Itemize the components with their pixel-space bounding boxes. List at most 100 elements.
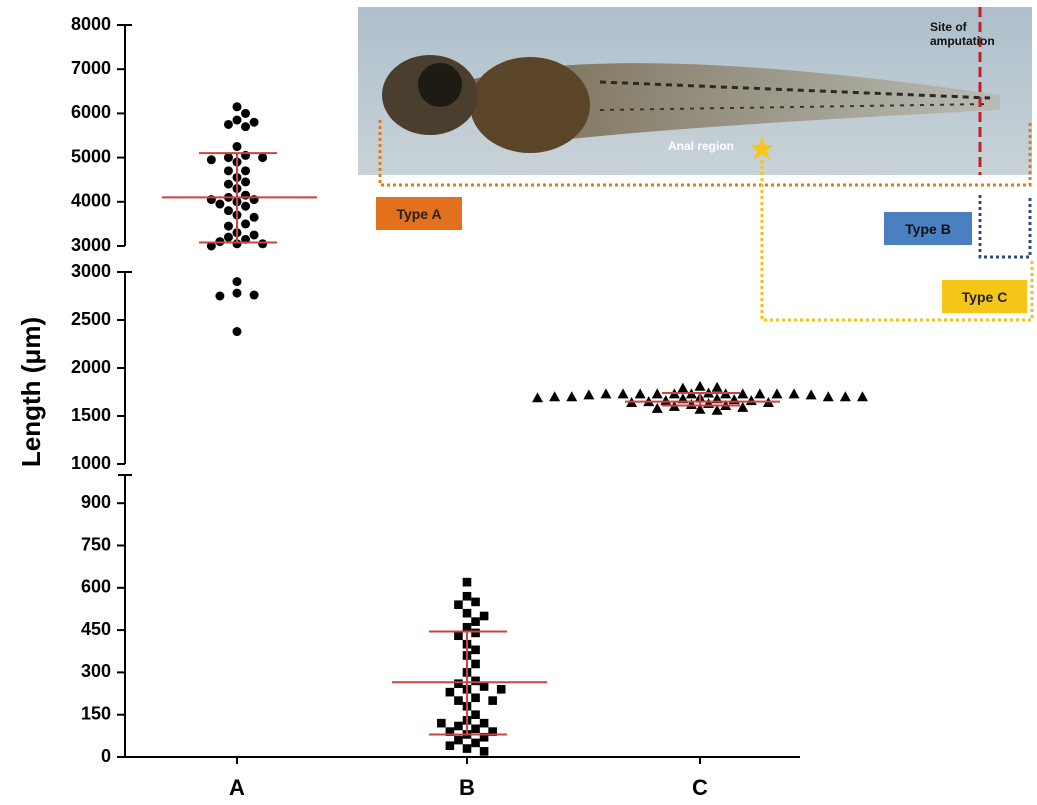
data-point bbox=[454, 696, 463, 705]
data-point bbox=[223, 206, 233, 216]
data-point bbox=[685, 398, 697, 409]
data-point bbox=[437, 718, 446, 728]
data-point bbox=[488, 727, 497, 736]
inset-image bbox=[358, 7, 1032, 175]
data-point bbox=[479, 718, 489, 728]
data-point bbox=[754, 388, 766, 399]
type-a-label: Type A bbox=[376, 197, 462, 230]
data-point bbox=[223, 179, 233, 189]
data-point bbox=[532, 392, 544, 403]
data-point bbox=[583, 389, 595, 400]
data-point bbox=[462, 591, 472, 601]
data-point bbox=[241, 122, 251, 132]
y-tick-label: 1500 bbox=[71, 405, 111, 425]
data-point bbox=[471, 617, 480, 626]
y-tick-label: 150 bbox=[81, 703, 111, 723]
data-point bbox=[711, 404, 723, 415]
x-tick-label: B bbox=[459, 775, 475, 800]
data-point bbox=[454, 721, 463, 731]
data-point bbox=[454, 735, 463, 745]
y-tick-label: 900 bbox=[81, 492, 111, 512]
data-point bbox=[805, 389, 817, 400]
data-point bbox=[232, 142, 242, 152]
data-point bbox=[728, 394, 740, 405]
data-point bbox=[215, 199, 225, 209]
type-b-label: Type B bbox=[884, 212, 972, 245]
site-label: Site of amputation bbox=[930, 20, 995, 48]
data-point bbox=[223, 119, 233, 129]
data-point bbox=[223, 166, 233, 176]
data-point bbox=[445, 741, 455, 751]
y-tick-label: 5000 bbox=[71, 146, 111, 166]
data-point bbox=[462, 608, 472, 618]
inset-brackets bbox=[378, 120, 1034, 322]
data-point bbox=[241, 201, 251, 211]
data-point bbox=[223, 221, 233, 231]
data-point bbox=[471, 659, 480, 669]
data-point bbox=[232, 102, 242, 112]
x-tick-label: C bbox=[692, 775, 708, 800]
data-point bbox=[241, 108, 251, 118]
y-tick-label: 2000 bbox=[71, 357, 111, 377]
data-point bbox=[258, 239, 268, 249]
data-point bbox=[249, 117, 259, 127]
data-point bbox=[249, 212, 259, 222]
data-point bbox=[617, 388, 629, 399]
y-tick-label: 7000 bbox=[71, 58, 111, 78]
data-point bbox=[471, 738, 480, 748]
data-point bbox=[471, 710, 480, 719]
data-point bbox=[241, 166, 251, 176]
data-point bbox=[651, 402, 663, 413]
data-point bbox=[241, 219, 251, 229]
data-point bbox=[249, 290, 259, 300]
y-tick-label: 0 bbox=[101, 746, 111, 766]
data-point bbox=[471, 724, 480, 734]
data-point bbox=[496, 685, 506, 694]
y-tick-label: 600 bbox=[81, 577, 111, 597]
data-point bbox=[711, 381, 723, 392]
data-point bbox=[215, 291, 225, 301]
y-tick-label: 750 bbox=[81, 534, 111, 554]
data-point bbox=[488, 696, 497, 705]
data-point bbox=[454, 631, 463, 641]
data-point bbox=[788, 388, 800, 399]
data-point bbox=[694, 403, 706, 414]
data-point bbox=[462, 744, 472, 753]
data-point bbox=[479, 611, 489, 621]
data-point bbox=[232, 327, 242, 337]
y-tick-label: 6000 bbox=[71, 102, 111, 122]
data-point bbox=[258, 153, 268, 163]
data-point bbox=[566, 391, 578, 402]
y-tick-label: 2500 bbox=[71, 309, 111, 329]
data-point bbox=[232, 115, 242, 125]
data-point bbox=[241, 177, 251, 187]
y-tick-label: 1000 bbox=[71, 453, 111, 473]
data-point bbox=[822, 391, 834, 402]
data-point bbox=[454, 600, 463, 610]
data-point bbox=[771, 388, 783, 399]
data-point bbox=[694, 380, 706, 391]
data-point bbox=[745, 395, 757, 406]
data-point bbox=[651, 388, 663, 399]
data-point bbox=[471, 597, 480, 607]
data-point bbox=[479, 747, 489, 756]
data-point bbox=[737, 401, 749, 412]
data-point bbox=[471, 645, 480, 655]
y-tick-label: 450 bbox=[81, 619, 111, 639]
data-point bbox=[223, 153, 233, 163]
data-point bbox=[232, 288, 242, 298]
data-point bbox=[206, 241, 216, 251]
data-point bbox=[462, 622, 472, 632]
y-axis-label: Length (μm) bbox=[16, 317, 46, 467]
data-point bbox=[839, 391, 851, 402]
y-tick-label: 4000 bbox=[71, 191, 111, 211]
data-point bbox=[445, 687, 455, 697]
data-point bbox=[737, 388, 749, 399]
data-point bbox=[634, 388, 646, 399]
data-point bbox=[232, 277, 242, 287]
data-point bbox=[471, 693, 480, 703]
y-tick-label: 300 bbox=[81, 661, 111, 681]
data-point bbox=[471, 628, 480, 638]
